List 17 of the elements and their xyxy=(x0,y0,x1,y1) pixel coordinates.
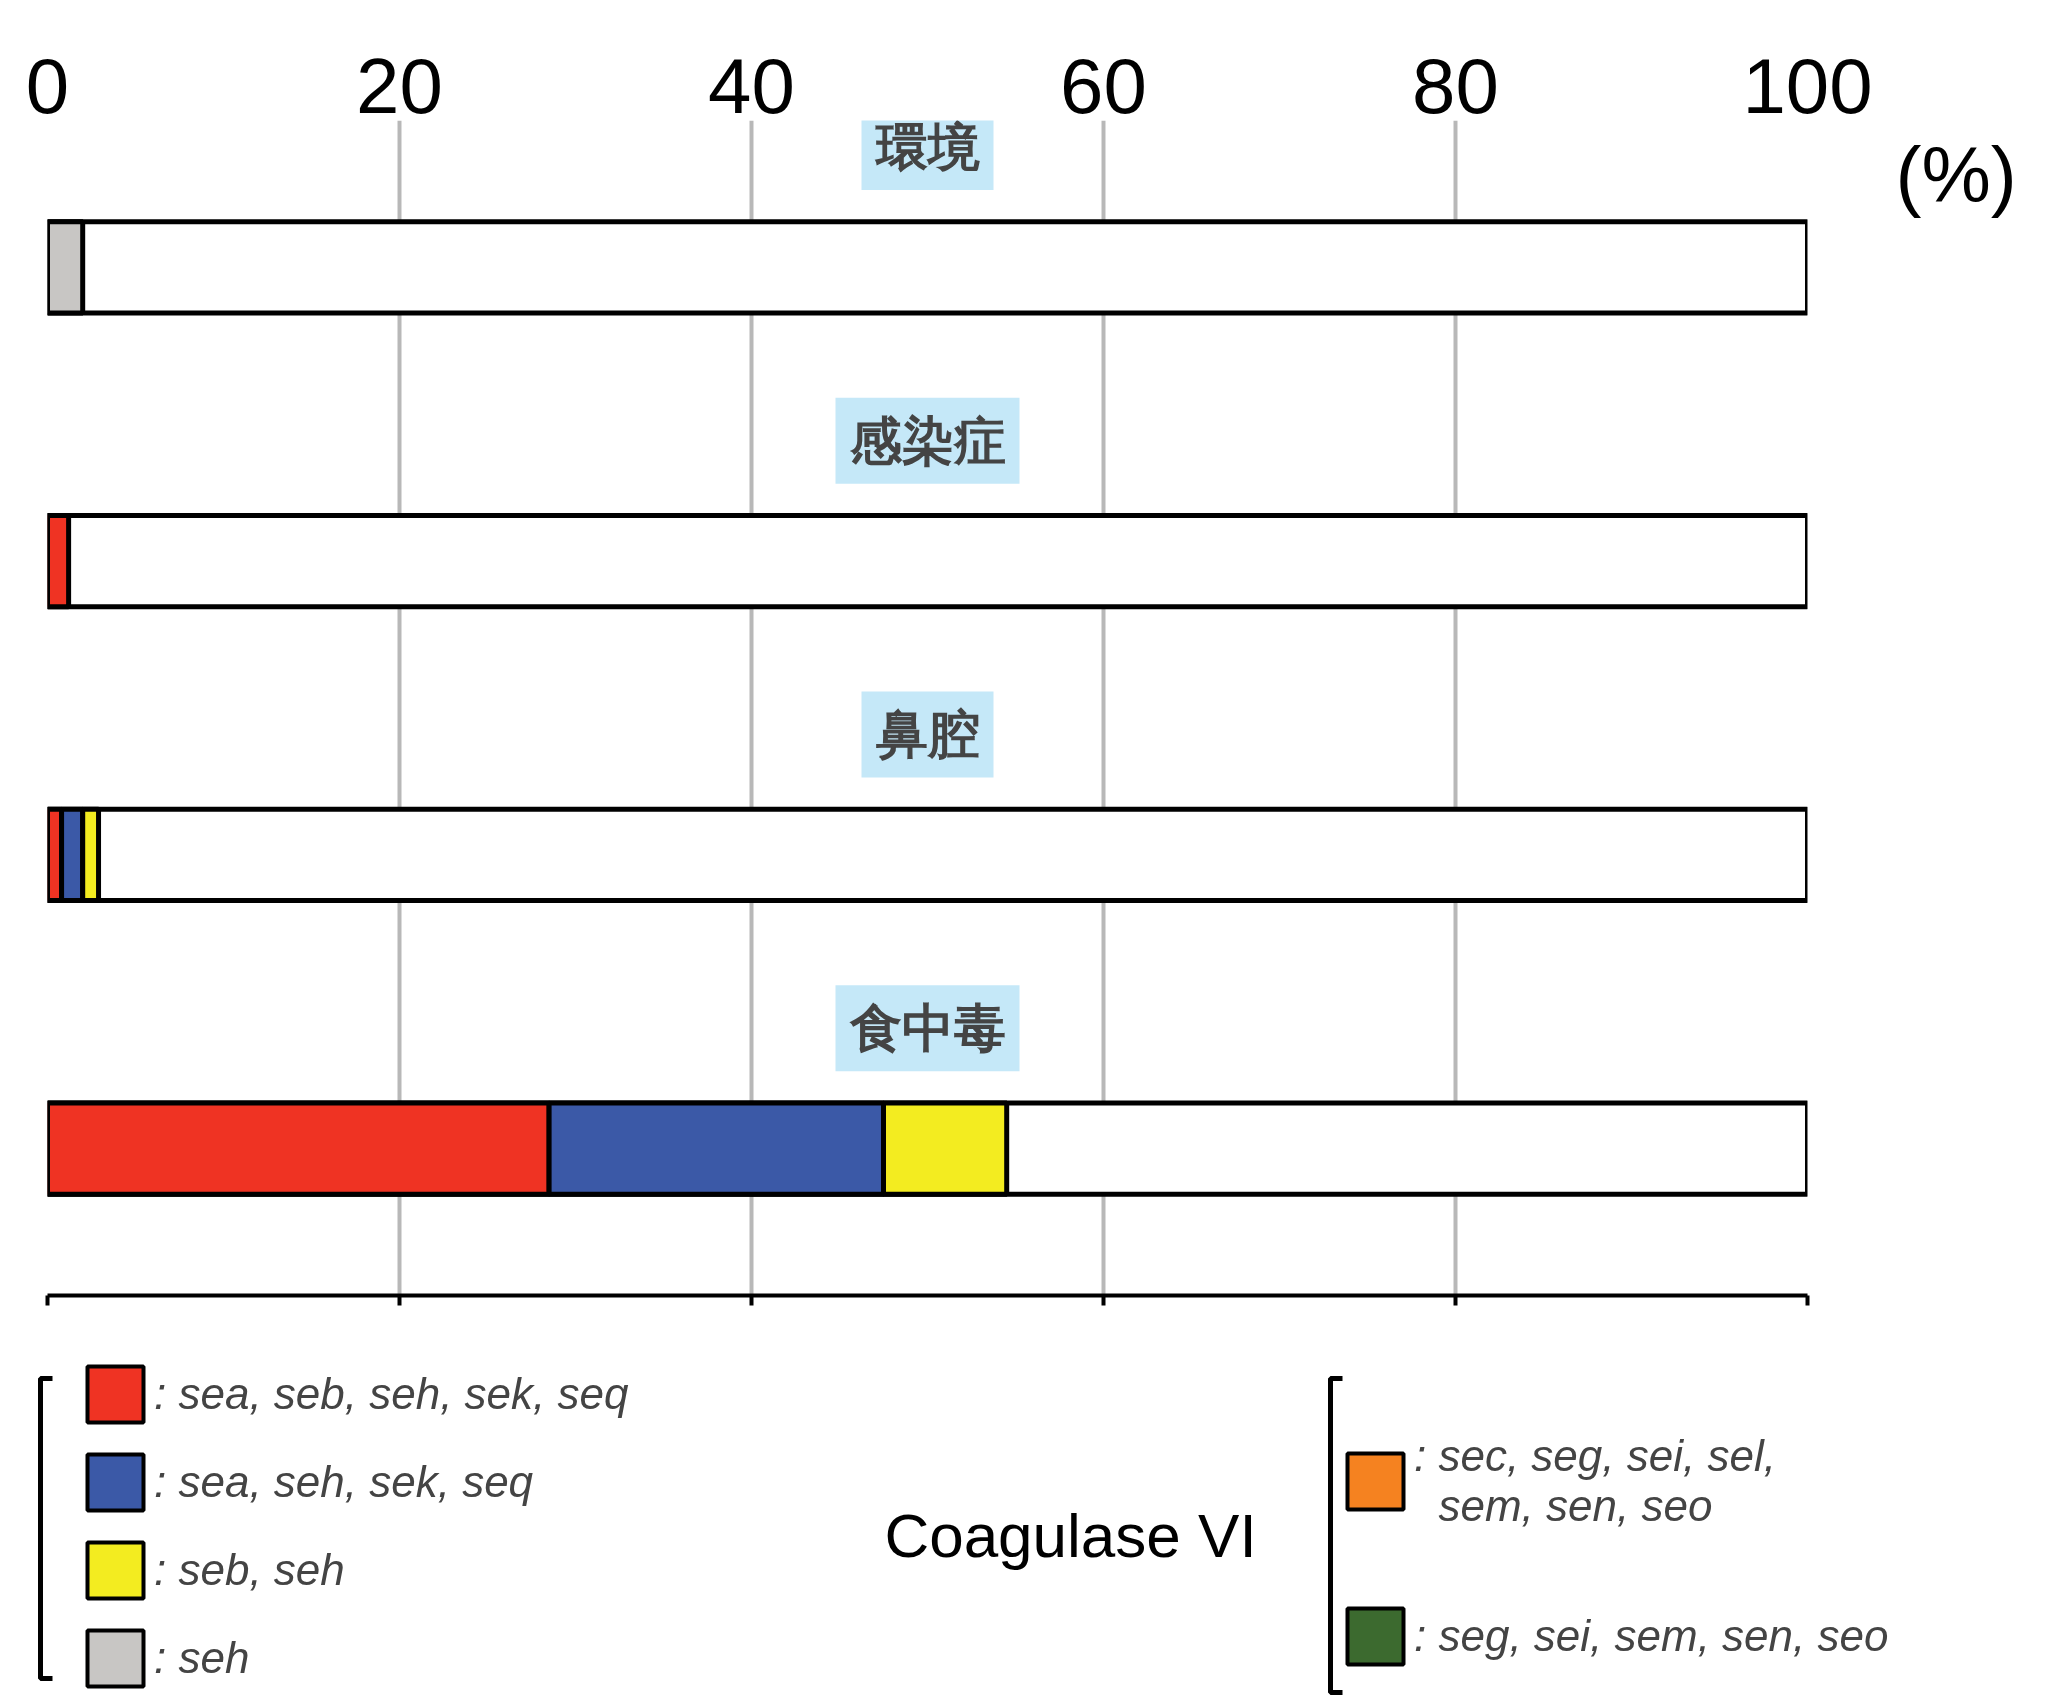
legend-label: : seb, seh xyxy=(154,1545,345,1595)
x-tick-label: 100 xyxy=(1742,41,1873,130)
legend-label: : sea, seh, sek, seq xyxy=(154,1457,534,1507)
x-tick-label: 20 xyxy=(356,41,443,130)
text: Coagulase VI xyxy=(884,1501,1257,1570)
legend-label: : sea, seb, seh, sek, seq xyxy=(154,1369,629,1419)
x-axis-title: (%) xyxy=(1895,130,2017,219)
legend-label: : seg, sei, sem, sen, seo xyxy=(1414,1611,1889,1661)
x-tick-label: 80 xyxy=(1412,41,1499,130)
legend-label: : seh xyxy=(154,1633,250,1683)
y-tick-label: 感染症 xyxy=(848,411,1006,470)
legend-label: : sec, seg, sei, sel, sem, sen, seo xyxy=(1414,1431,1776,1531)
x-tick-label: 0 xyxy=(25,41,70,130)
x-tick-label: 40 xyxy=(708,41,795,130)
x-tick-label: 60 xyxy=(1060,41,1147,130)
y-tick-label: 食中毒 xyxy=(848,999,1006,1058)
y-tick-label: 鼻腔 xyxy=(875,705,980,764)
